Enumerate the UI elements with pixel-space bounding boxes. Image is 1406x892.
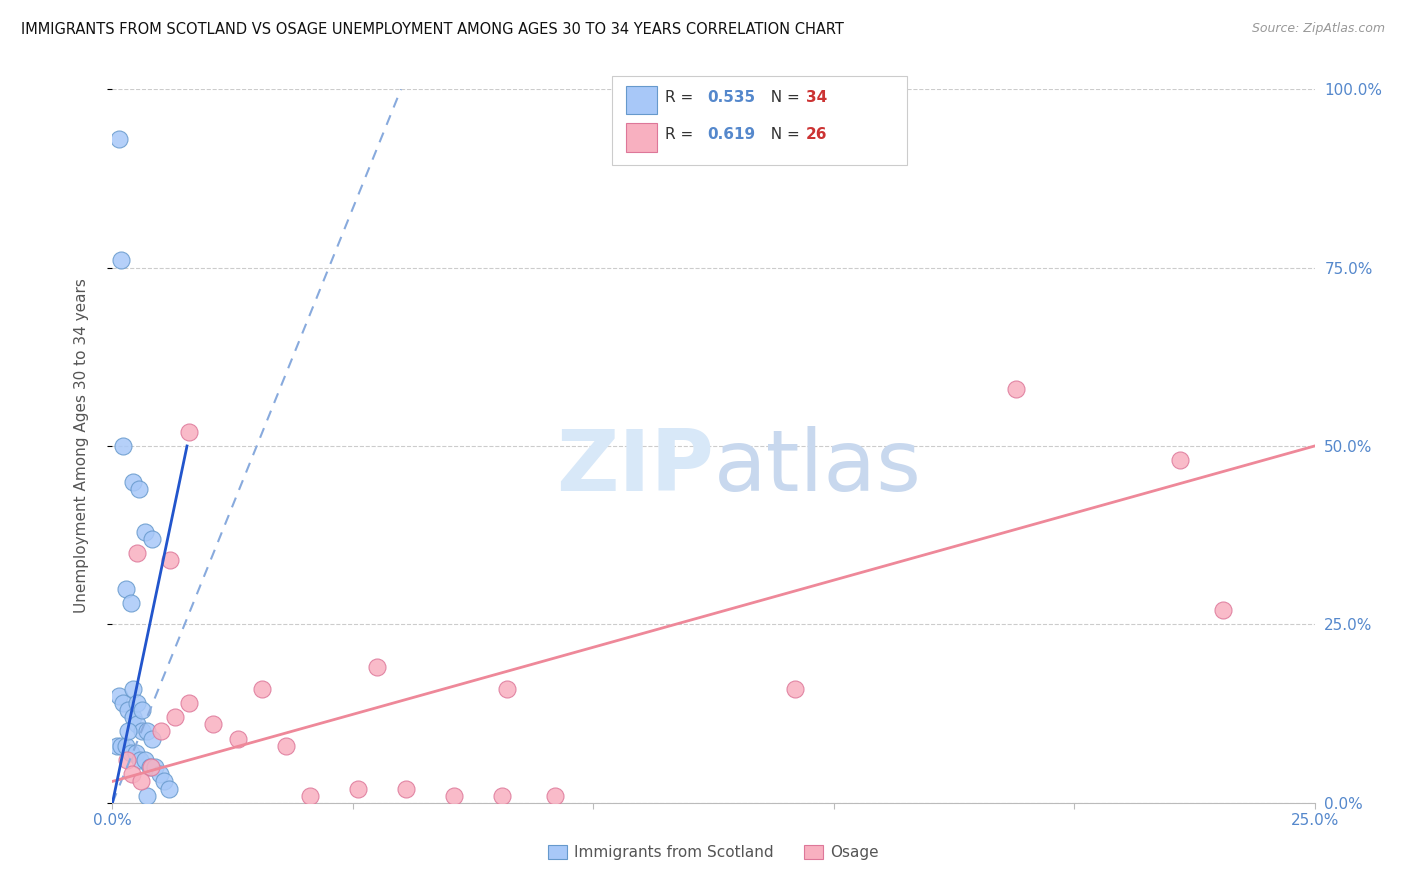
Point	[110, 253, 132, 268]
Point	[149, 724, 172, 739]
Text: ZIP: ZIP	[555, 425, 713, 509]
Point	[112, 696, 135, 710]
Point	[226, 731, 249, 746]
Point	[395, 781, 418, 796]
Point	[153, 774, 176, 789]
Point	[141, 731, 163, 746]
Point	[1212, 603, 1234, 617]
Point	[110, 739, 132, 753]
Point	[121, 767, 143, 781]
Text: R =: R =	[665, 128, 699, 142]
Point	[495, 681, 517, 696]
Point	[274, 739, 297, 753]
Text: IMMIGRANTS FROM SCOTLAND VS OSAGE UNEMPLOYMENT AMONG AGES 30 TO 34 YEARS CORRELA: IMMIGRANTS FROM SCOTLAND VS OSAGE UNEMPL…	[21, 22, 844, 37]
Point	[121, 475, 143, 489]
Point	[491, 789, 513, 803]
Point	[139, 760, 162, 774]
Point	[544, 789, 567, 803]
Point	[143, 760, 166, 774]
Point	[163, 710, 186, 724]
Point	[346, 781, 368, 796]
Text: 34: 34	[806, 90, 827, 104]
Text: 0.535: 0.535	[707, 90, 755, 104]
Point	[127, 696, 149, 710]
Point	[202, 717, 225, 731]
Text: 26: 26	[806, 128, 827, 142]
Point	[127, 717, 149, 731]
Point	[131, 774, 153, 789]
Point	[136, 789, 159, 803]
Point	[159, 553, 181, 567]
Point	[139, 760, 162, 774]
Point	[366, 660, 388, 674]
Point	[131, 724, 153, 739]
Point	[1005, 382, 1028, 396]
Y-axis label: Unemployment Among Ages 30 to 34 years: Unemployment Among Ages 30 to 34 years	[75, 278, 89, 614]
Point	[105, 739, 128, 753]
Text: atlas: atlas	[713, 425, 921, 509]
Text: N =: N =	[761, 128, 804, 142]
Point	[121, 710, 143, 724]
Text: 0.619: 0.619	[707, 128, 755, 142]
Point	[125, 546, 148, 560]
Point	[134, 753, 156, 767]
Point	[108, 689, 131, 703]
Legend: Immigrants from Scotland, Osage: Immigrants from Scotland, Osage	[543, 839, 884, 866]
Text: R =: R =	[665, 90, 699, 104]
Point	[131, 703, 153, 717]
Point	[298, 789, 321, 803]
Text: Source: ZipAtlas.com: Source: ZipAtlas.com	[1251, 22, 1385, 36]
Point	[117, 703, 139, 717]
Point	[115, 753, 138, 767]
Point	[157, 781, 180, 796]
Point	[179, 696, 201, 710]
Text: N =: N =	[761, 90, 804, 104]
Point	[115, 582, 138, 596]
Point	[785, 681, 807, 696]
Point	[120, 746, 142, 760]
Point	[250, 681, 273, 696]
Point	[122, 681, 145, 696]
Point	[179, 425, 201, 439]
Point	[141, 532, 163, 546]
Point	[129, 753, 152, 767]
Point	[136, 724, 159, 739]
Point	[112, 439, 135, 453]
Point	[107, 132, 129, 146]
Point	[120, 596, 142, 610]
Point	[117, 724, 139, 739]
Point	[115, 739, 138, 753]
Point	[134, 524, 156, 539]
Point	[443, 789, 465, 803]
Point	[128, 482, 150, 496]
Point	[1168, 453, 1191, 467]
Point	[149, 767, 172, 781]
Point	[124, 746, 146, 760]
